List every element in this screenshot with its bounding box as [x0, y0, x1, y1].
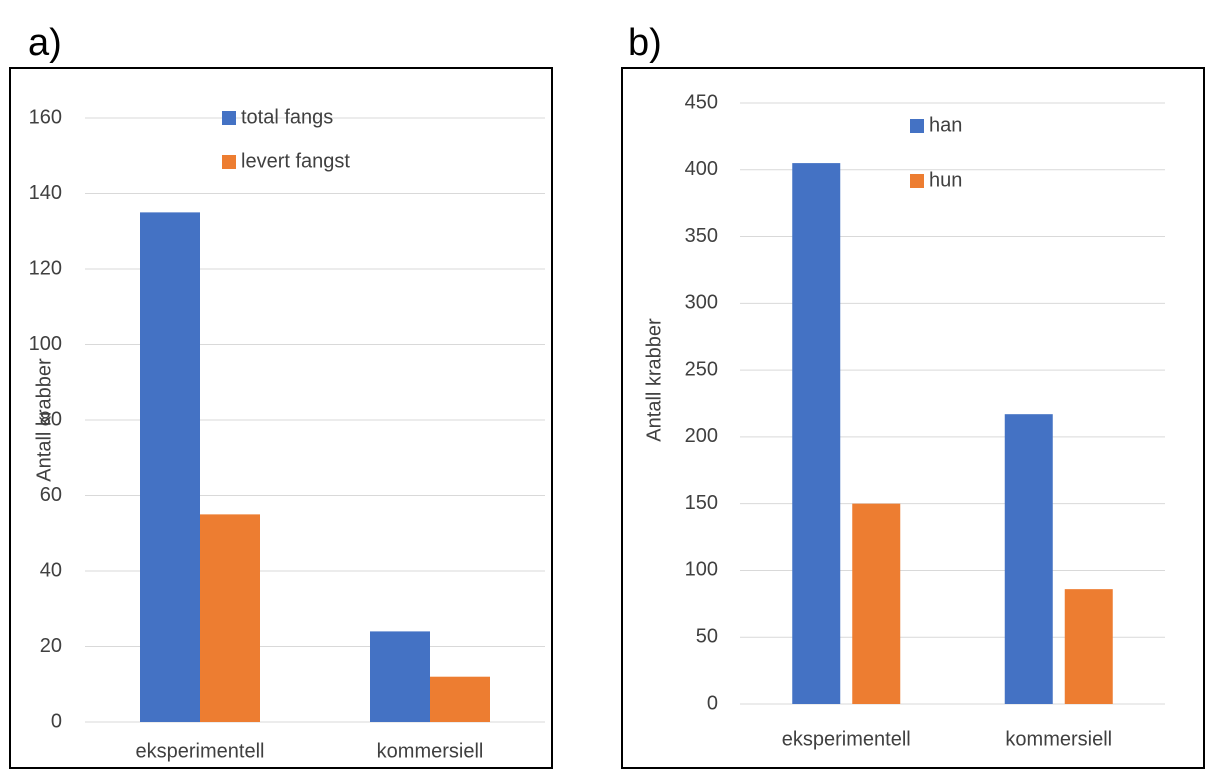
- legend-label: han: [929, 114, 962, 136]
- y-tick-label: 200: [685, 425, 718, 447]
- bar: [1004, 414, 1053, 704]
- x-tick-label: kommersiell: [377, 740, 484, 762]
- x-tick-label: eksperimentell: [782, 728, 911, 750]
- y-tick-label: 160: [29, 106, 62, 128]
- y-tick-label: 250: [685, 358, 718, 380]
- y-tick-label: 0: [707, 692, 718, 714]
- y-tick-label: 100: [29, 333, 62, 355]
- y-tick-label: 0: [51, 710, 62, 732]
- y-axis-label: Antall krabber: [33, 358, 55, 482]
- y-axis-label: Antall krabber: [643, 318, 665, 442]
- legend-swatch: [910, 174, 924, 188]
- panel-frame: [9, 67, 553, 769]
- bar: [200, 514, 260, 722]
- y-tick-label: 40: [40, 559, 62, 581]
- y-tick-label: 20: [40, 635, 62, 657]
- bar: [140, 212, 200, 722]
- y-tick-label: 80: [40, 408, 62, 430]
- bar: [430, 676, 490, 722]
- bar: [1064, 589, 1113, 704]
- bar: [370, 631, 430, 722]
- y-tick-label: 100: [685, 559, 718, 581]
- legend-swatch: [222, 111, 236, 125]
- bar: [852, 503, 901, 704]
- y-tick-label: 350: [685, 225, 718, 247]
- legend-label: hun: [929, 169, 962, 191]
- y-tick-label: 150: [685, 492, 718, 514]
- panel-label: b): [628, 22, 662, 64]
- legend-label: levert fangst: [241, 150, 350, 172]
- bar: [792, 163, 841, 705]
- y-tick-label: 450: [685, 91, 718, 113]
- y-tick-label: 50: [696, 626, 718, 648]
- y-tick-label: 400: [685, 158, 718, 180]
- panel-label: a): [28, 22, 62, 64]
- x-tick-label: eksperimentell: [136, 740, 265, 762]
- y-tick-label: 120: [29, 257, 62, 279]
- legend-swatch: [222, 155, 236, 169]
- legend-label: total fangs: [241, 106, 333, 128]
- y-tick-label: 300: [685, 292, 718, 314]
- panel-frame: [621, 67, 1205, 769]
- x-tick-label: kommersiell: [1005, 728, 1112, 750]
- legend-swatch: [910, 119, 924, 133]
- y-tick-label: 60: [40, 484, 62, 506]
- y-tick-label: 140: [29, 182, 62, 204]
